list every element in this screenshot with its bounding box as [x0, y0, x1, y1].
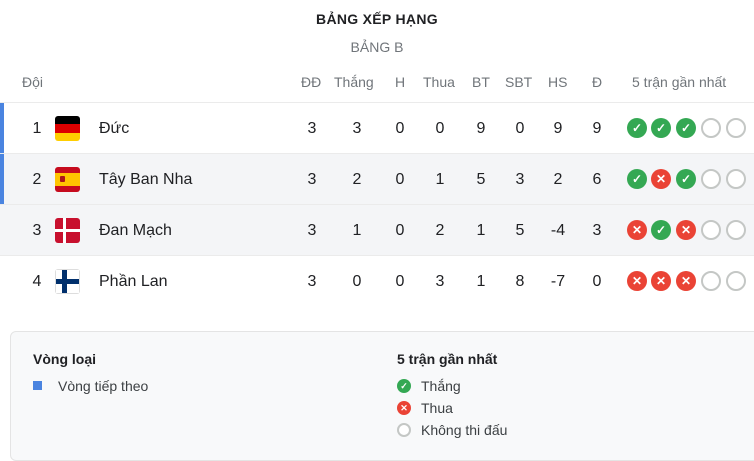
legend-qual-title: Vòng loại [33, 351, 96, 367]
spain-flag-icon [55, 167, 80, 192]
win-icon[interactable]: ✓ [676, 118, 696, 138]
legend: Vòng loại Vòng tiếp theo 5 trận gần nhất… [10, 331, 754, 461]
pts-value: 0 [592, 273, 602, 290]
ga-value: 8 [515, 273, 525, 290]
loss-icon[interactable]: ✕ [627, 271, 647, 291]
pts-value: 9 [592, 120, 602, 137]
position: 2 [32, 171, 42, 188]
drawn-value: 0 [395, 222, 405, 239]
win-icon[interactable]: ✓ [627, 169, 647, 189]
qualified-indicator [0, 103, 4, 153]
gd-value: -7 [550, 273, 566, 290]
table-row[interactable]: 4 Phần Lan 3 0 0 3 1 8 -7 0 ✕ ✕ ✕ [0, 255, 754, 306]
gd-value: 2 [553, 171, 563, 188]
lost-value: 3 [435, 273, 445, 290]
won-value: 1 [352, 222, 362, 239]
col-gf: BT [472, 74, 490, 90]
drawn-value: 0 [395, 120, 405, 137]
gd-value: -4 [550, 222, 566, 239]
legend-none: Không thi đấu [421, 422, 508, 438]
qualified-marker-icon [33, 381, 42, 390]
legend-win: Thắng [421, 378, 461, 394]
col-drawn: H [395, 74, 406, 90]
col-pts: Đ [592, 74, 603, 90]
ga-value: 3 [515, 171, 525, 188]
loss-icon[interactable]: ✕ [676, 220, 696, 240]
loss-icon[interactable]: ✕ [651, 169, 671, 189]
played-value: 3 [307, 171, 317, 188]
group-label: BẢNG B [350, 39, 404, 55]
drawn-value: 0 [395, 171, 405, 188]
gf-value: 1 [476, 273, 486, 290]
not-played-icon [397, 423, 411, 437]
won-value: 3 [352, 120, 362, 137]
col-gd: HS [548, 74, 568, 90]
denmark-flag-icon [55, 218, 80, 243]
legend-qual-item: Vòng tiếp theo [58, 378, 149, 394]
legend-form-title: 5 trận gần nhất [397, 351, 498, 367]
loss-icon[interactable]: ✕ [627, 220, 647, 240]
win-icon[interactable]: ✓ [627, 118, 647, 138]
not-played-icon [726, 118, 746, 138]
table-row[interactable]: 1 Đức 3 3 0 0 9 0 9 9 ✓ ✓ ✓ [0, 102, 754, 153]
not-played-icon [701, 169, 721, 189]
team-name[interactable]: Tây Ban Nha [99, 171, 193, 188]
table-row[interactable]: 3 Đan Mạch 3 1 0 2 1 5 -4 3 ✕ ✓ ✕ [0, 204, 754, 255]
legend-loss: Thua [421, 400, 453, 416]
won-value: 0 [352, 273, 362, 290]
pts-value: 3 [592, 222, 602, 239]
win-icon[interactable]: ✓ [651, 220, 671, 240]
gf-value: 9 [476, 120, 486, 137]
col-won: Thắng [334, 74, 374, 90]
gf-value: 1 [476, 222, 486, 239]
ga-value: 0 [515, 120, 525, 137]
team-name[interactable]: Đức [99, 120, 130, 137]
col-ga: SBT [505, 74, 533, 90]
lost-value: 1 [435, 171, 445, 188]
lost-value: 0 [435, 120, 445, 137]
table-row[interactable]: 2 Tây Ban Nha 3 2 0 1 5 3 2 6 ✓ ✕ ✓ [0, 153, 754, 204]
win-icon[interactable]: ✓ [651, 118, 671, 138]
played-value: 3 [307, 120, 317, 137]
drawn-value: 0 [395, 273, 405, 290]
loss-icon[interactable]: ✕ [651, 271, 671, 291]
not-played-icon [701, 271, 721, 291]
col-lost: Thua [423, 74, 455, 90]
team-name[interactable]: Phần Lan [99, 273, 168, 290]
qualified-indicator [0, 154, 4, 204]
position: 1 [32, 120, 42, 137]
team-name[interactable]: Đan Mạch [99, 222, 172, 239]
loss-icon: ✕ [397, 401, 411, 415]
gd-value: 9 [553, 120, 563, 137]
not-played-icon [726, 169, 746, 189]
lost-value: 2 [435, 222, 445, 239]
not-played-icon [701, 220, 721, 240]
played-value: 3 [307, 222, 317, 239]
win-icon: ✓ [397, 379, 411, 393]
finland-flag-icon [55, 269, 80, 294]
not-played-icon [701, 118, 721, 138]
pts-value: 6 [592, 171, 602, 188]
germany-flag-icon [55, 116, 80, 141]
col-team: Đội [22, 74, 44, 90]
not-played-icon [726, 220, 746, 240]
played-value: 3 [307, 273, 317, 290]
col-played: ĐĐ [301, 74, 322, 90]
gf-value: 5 [476, 171, 486, 188]
position: 4 [32, 273, 42, 290]
ga-value: 5 [515, 222, 525, 239]
position: 3 [32, 222, 42, 239]
win-icon[interactable]: ✓ [676, 169, 696, 189]
loss-icon[interactable]: ✕ [676, 271, 696, 291]
col-form: 5 trận gần nhất [632, 74, 727, 90]
standings-title: BẢNG XẾP HẠNG [316, 11, 438, 27]
won-value: 2 [352, 171, 362, 188]
not-played-icon [726, 271, 746, 291]
